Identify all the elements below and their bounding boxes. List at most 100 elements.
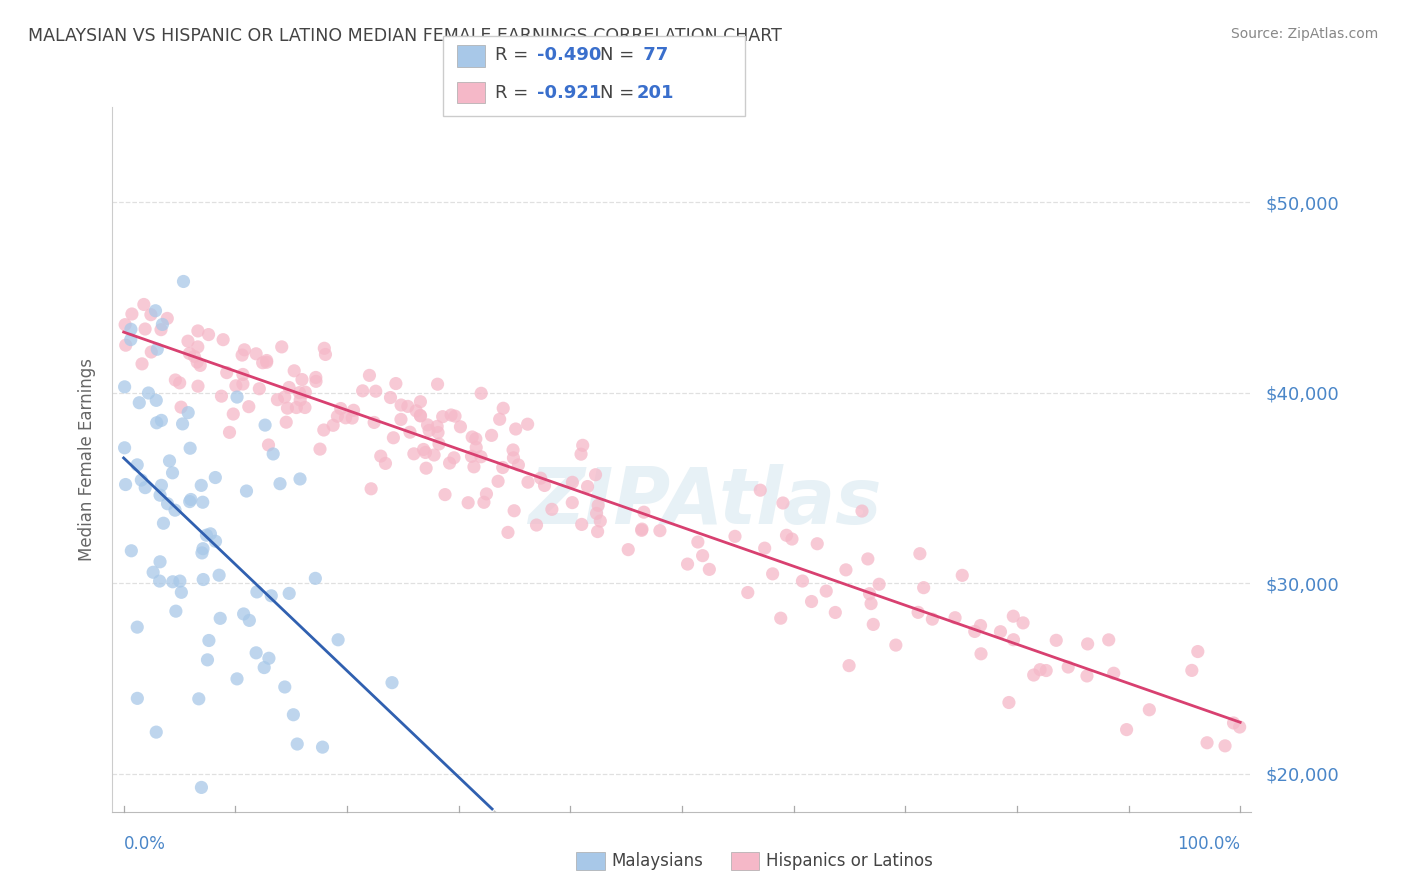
Point <box>868 577 890 591</box>
Point <box>481 428 503 442</box>
Point <box>806 537 828 551</box>
Point <box>585 467 607 482</box>
Point <box>134 481 156 495</box>
Point <box>440 408 463 422</box>
Point <box>149 574 172 588</box>
Point <box>197 327 219 342</box>
Point <box>128 395 150 409</box>
Point <box>162 466 184 480</box>
Point <box>152 318 174 332</box>
Point <box>204 470 226 484</box>
Point <box>569 447 592 461</box>
Point <box>188 359 211 373</box>
Point <box>1035 664 1057 678</box>
Point <box>405 404 427 418</box>
Point <box>1229 720 1251 734</box>
Point <box>815 584 838 599</box>
Point <box>1181 664 1204 678</box>
Point <box>359 368 381 383</box>
Point <box>576 479 599 493</box>
Point <box>464 432 486 446</box>
Text: Source: ZipAtlas.com: Source: ZipAtlas.com <box>1230 27 1378 41</box>
Point <box>1076 669 1098 683</box>
Point <box>416 417 439 432</box>
Point <box>305 370 328 384</box>
Point <box>278 380 301 394</box>
Point <box>631 522 654 536</box>
Point <box>256 355 278 369</box>
Point <box>585 507 607 521</box>
Point <box>908 547 931 561</box>
Point <box>269 476 291 491</box>
Point <box>412 442 434 457</box>
Text: 201: 201 <box>637 84 675 102</box>
Point <box>145 725 167 739</box>
Point <box>530 471 553 485</box>
Point <box>526 518 548 533</box>
Point <box>492 401 515 416</box>
Point <box>208 568 231 582</box>
Point <box>256 353 278 368</box>
Point <box>183 350 205 364</box>
Point <box>463 459 485 474</box>
Point <box>131 357 153 371</box>
Point <box>285 737 308 751</box>
Point <box>283 364 305 378</box>
Point <box>311 740 333 755</box>
Point <box>374 456 396 470</box>
Point <box>775 528 797 542</box>
Point <box>352 384 374 398</box>
Point <box>172 417 194 431</box>
Point <box>294 385 316 400</box>
Point <box>314 341 336 355</box>
Text: MALAYSIAN VS HISPANIC OR LATINO MEDIAN FEMALE EARNINGS CORRELATION CHART: MALAYSIAN VS HISPANIC OR LATINO MEDIAN F… <box>28 27 782 45</box>
Point <box>257 438 280 452</box>
Point <box>131 473 153 487</box>
Point <box>169 574 191 588</box>
Point <box>173 275 195 289</box>
Point <box>226 672 249 686</box>
Point <box>326 409 349 424</box>
Point <box>291 373 314 387</box>
Point <box>465 441 488 455</box>
Point <box>212 333 235 347</box>
Point <box>884 638 907 652</box>
Point <box>276 401 298 416</box>
Point <box>950 568 973 582</box>
Point <box>139 308 162 322</box>
Point <box>156 497 179 511</box>
Point <box>409 409 432 423</box>
Point <box>198 633 221 648</box>
Point <box>285 401 308 415</box>
Point <box>838 658 860 673</box>
Point <box>238 614 260 628</box>
Point <box>152 516 174 531</box>
Point <box>541 502 564 516</box>
Point <box>114 318 136 332</box>
Point <box>266 392 288 407</box>
Point <box>862 617 884 632</box>
Point <box>127 620 149 634</box>
Point <box>686 535 709 549</box>
Text: ZIPAtlas: ZIPAtlas <box>527 464 882 540</box>
Point <box>492 460 515 475</box>
Point <box>335 410 357 425</box>
Point <box>262 447 284 461</box>
Point <box>235 483 257 498</box>
Point <box>754 541 776 556</box>
Point <box>156 311 179 326</box>
Point <box>187 379 209 393</box>
Point <box>571 438 593 452</box>
Point <box>179 494 201 508</box>
Point <box>1187 644 1209 658</box>
Point <box>195 528 218 542</box>
Point <box>191 541 214 556</box>
Point <box>633 505 655 519</box>
Point <box>780 532 803 546</box>
Point <box>274 680 297 694</box>
Point <box>246 585 269 599</box>
Point <box>460 450 482 464</box>
Point <box>402 447 425 461</box>
Point <box>486 475 509 489</box>
Point <box>470 450 492 464</box>
